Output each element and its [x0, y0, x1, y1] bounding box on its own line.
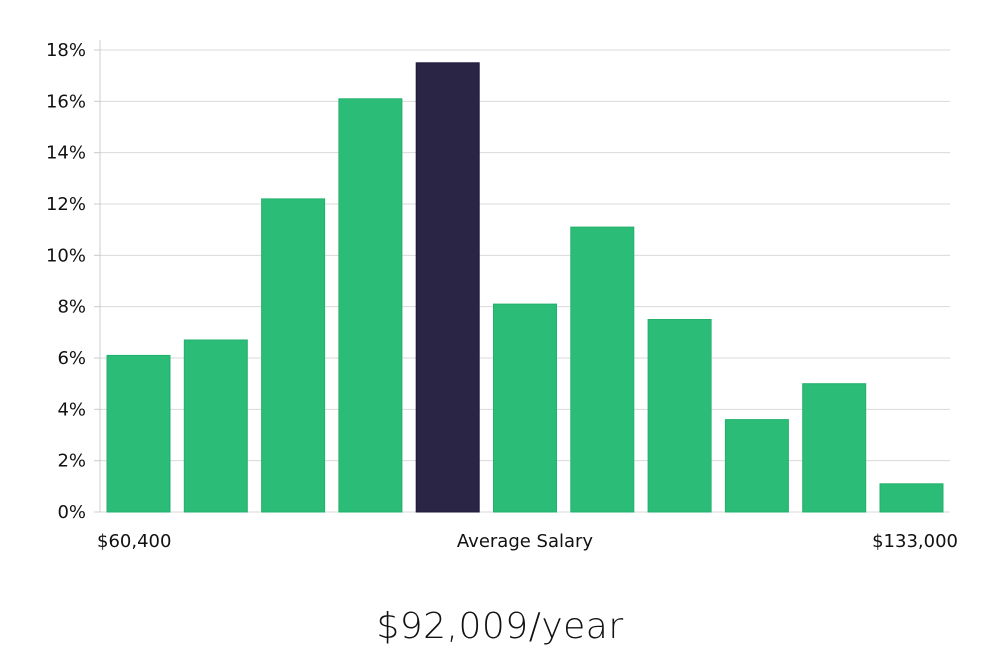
bar-series: [106, 62, 944, 513]
y-tick-label: 12%: [46, 194, 86, 215]
bar: [106, 354, 171, 513]
y-tick-label: 2%: [57, 451, 86, 472]
y-axis-ticks: 0% 2% 4% 6% 8% 10% 12% 14% 16% 18%: [46, 40, 100, 523]
bar: [261, 198, 326, 513]
y-tick-label: 18%: [46, 40, 86, 61]
bar: [570, 226, 635, 513]
x-axis-labels: $60,400 Average Salary $133,000: [97, 531, 958, 552]
x-label-average: Average Salary: [457, 531, 594, 552]
bar: [183, 339, 248, 513]
bar: [879, 483, 944, 513]
y-tick-label: 6%: [57, 348, 86, 369]
bar: [802, 383, 867, 513]
salary-distribution-chart: 0% 2% 4% 6% 8% 10% 12% 14% 16% 18% $60,400 Averag…: [46, 40, 958, 552]
y-tick-label: 14%: [46, 143, 86, 164]
bar: [647, 319, 712, 513]
x-label-max: $133,000: [872, 531, 958, 552]
bar: [338, 98, 403, 513]
y-tick-label: 0%: [57, 502, 86, 523]
bar-average-highlight: [415, 62, 480, 513]
bar: [493, 303, 557, 513]
y-tick-label: 4%: [57, 399, 86, 420]
y-tick-label: 8%: [57, 297, 86, 318]
bar: [724, 419, 789, 513]
y-tick-label: 10%: [46, 245, 86, 266]
y-tick-label: 16%: [46, 91, 86, 112]
x-label-min: $60,400: [97, 531, 171, 552]
average-salary-headline: $92,009/year: [376, 606, 624, 647]
